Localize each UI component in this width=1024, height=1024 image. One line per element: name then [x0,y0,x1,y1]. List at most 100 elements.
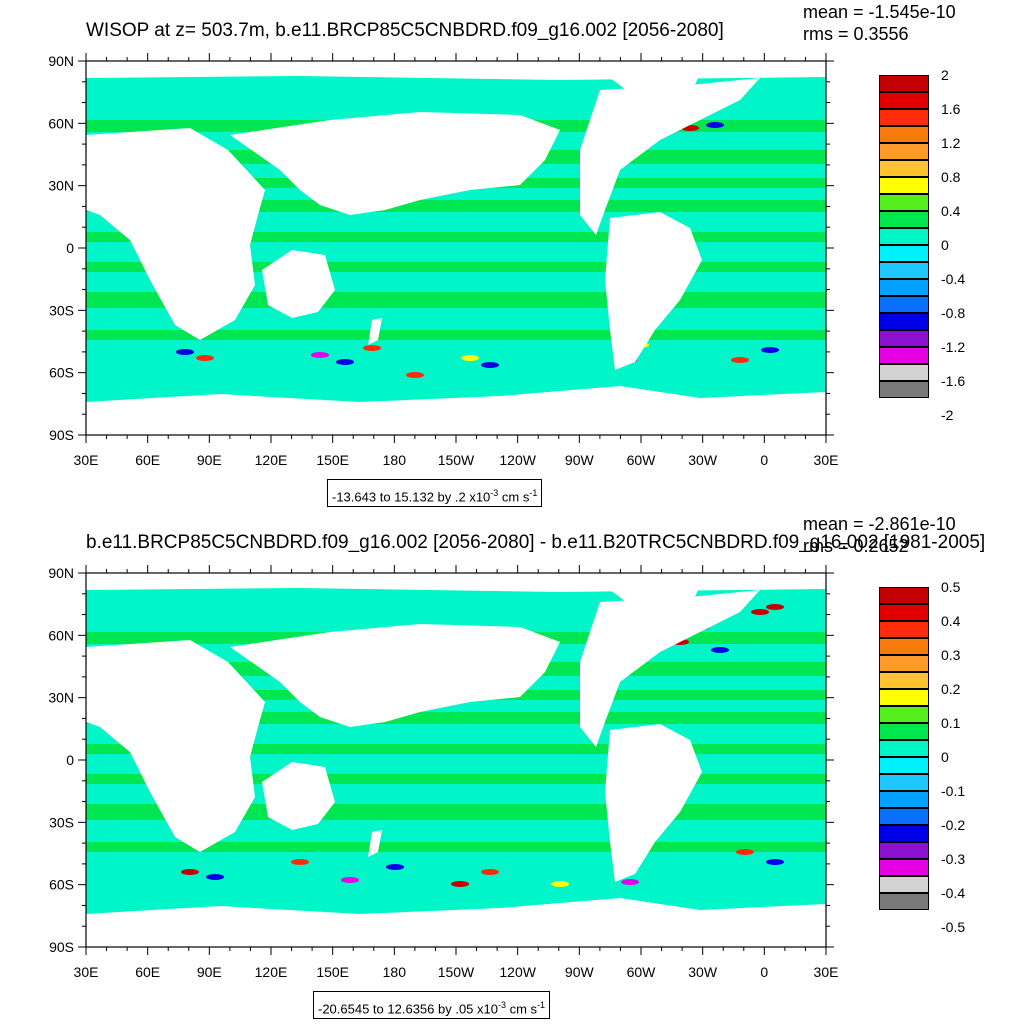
eddy-spot [481,362,499,368]
eddy-spot [766,859,784,865]
lon-label: 90W [565,964,595,980]
eddy-spot [176,349,194,355]
antarctica-landmass [86,386,826,435]
colorbar-label: 0.8 [941,169,961,185]
lat-label: 0 [66,240,74,256]
colorbar-label: 0.1 [941,715,961,731]
colorbar-box [879,723,929,740]
eddy-spot [386,864,404,870]
lat-label: 30N [48,690,74,706]
colorbar-box [879,296,929,313]
colorbar-label: -0.2 [941,817,966,833]
colorbar-box [879,859,929,876]
africa-landmass [86,128,265,340]
colorbar-label: -1.2 [941,339,966,355]
lon-label: 150W [438,452,475,468]
eddy-spot [181,869,199,875]
colorbar-label: 0.2 [941,681,961,697]
lon-label: 0 [760,452,768,468]
colorbar-label: 0.5 [941,579,961,595]
colorbar-box [879,313,929,330]
eddy-spot [406,372,424,378]
zonal-band [86,744,826,754]
greenland-landmass [610,74,700,110]
lon-label: 60E [135,964,160,980]
eddy-spot [481,869,499,875]
colorbar-box [879,211,929,228]
colorbar-box [879,245,929,262]
eddy-spot [751,609,769,615]
lower-map-panel: b.e11.BRCP85C5CNBDRD.f09_g16.002 [2056-2… [0,512,1024,1024]
colorbar-box [879,194,929,211]
colorbar-label: -0.5 [941,919,966,935]
lon-label: 30E [814,452,839,468]
lat-label: 60S [49,877,74,893]
eddy-spot [311,352,329,358]
lon-label: 150E [316,964,349,980]
plot-title: b.e11.BRCP85C5CNBDRD.f09_g16.002 [2056-2… [86,532,986,553]
eddy-spot [731,357,749,363]
lon-label: 60W [627,452,657,468]
colorbar-label: -0.8 [941,305,966,321]
rms-value: rms = 0.2652 [803,536,909,556]
mean-value: mean = -1.545e-10 [803,2,956,22]
lon-label: 120W [499,452,536,468]
colorbar-box [879,774,929,791]
lon-label: 30E [814,964,839,980]
colorbar-box [879,621,929,638]
lon-label: 60W [627,964,657,980]
colorbar-box [879,75,929,92]
lat-label: 60S [49,365,74,381]
colorbar-box [879,177,929,194]
north-america-landmass [580,78,760,235]
lat-label: 60N [48,115,74,131]
south-america-landmass [605,212,702,370]
plot-title: WISOP at z= 503.7m, b.e11.BRCP85C5CNBDRD… [86,20,724,41]
antarctica-landmass [86,898,826,947]
colorbar-box [879,587,929,604]
eddy-spot [196,355,214,361]
colorbar-box [879,740,929,757]
colorbar-box [879,672,929,689]
eddy-spot [206,874,224,880]
colorbar-label: 1.2 [941,135,961,151]
lon-label: 30W [688,964,718,980]
greenland-landmass [610,586,700,622]
colorbar-box [879,381,929,398]
zonal-band [86,262,826,272]
new-zealand-landmass [368,830,382,857]
eddy-spot [341,877,359,883]
colorbar-box [879,228,929,245]
eddy-spot [363,345,381,351]
contour-range-label: -13.643 to 15.132 by .2 x10-3 cm s-1 [327,479,543,507]
colorbar-box [879,160,929,177]
colorbar-box [879,876,929,893]
australia-landmass [262,762,335,830]
colorbar-box [879,364,929,381]
zonal-band [86,712,826,724]
colorbar-label: -0.1 [941,783,966,799]
colorbar-label: 0.4 [941,203,961,219]
colorbar-box [879,706,929,723]
australia-landmass [262,250,335,318]
eddy-spot [706,122,724,128]
lon-label: 30E [74,452,99,468]
colorbar-box [879,330,929,347]
lon-label: 60E [135,452,160,468]
lon-label: 120W [499,964,536,980]
lon-label: 90W [565,452,595,468]
zonal-band [86,200,826,212]
colorbar-label: -0.3 [941,851,966,867]
asia-landmass [230,624,560,727]
south-america-landmass [605,724,702,882]
lat-label: 30S [49,814,74,830]
lon-label: 0 [760,964,768,980]
eddy-spot [761,347,779,353]
lat-label: 30N [48,178,74,194]
colorbar-label: -1.6 [941,373,966,389]
eddy-spot [291,859,309,865]
colorbar-label: 1.6 [941,101,961,117]
asia-landmass [230,112,560,215]
